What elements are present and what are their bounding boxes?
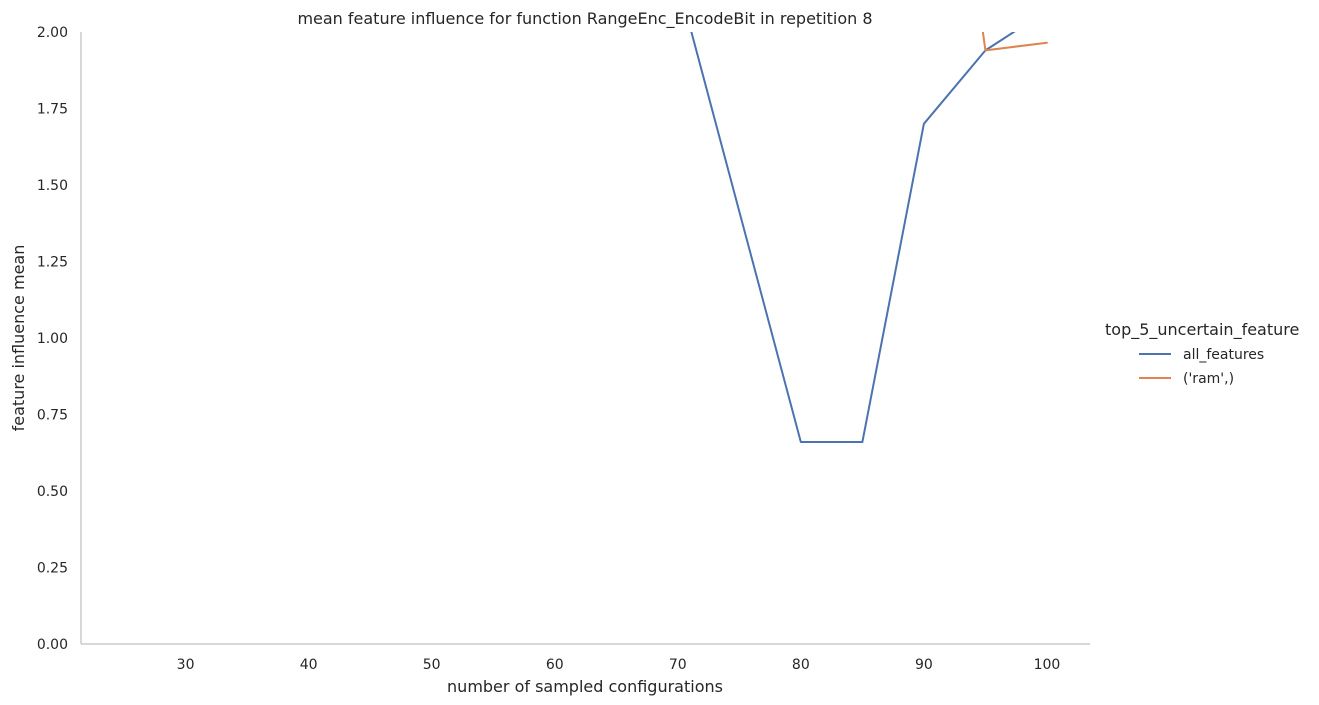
chart-title: mean feature influence for function Rang… — [297, 9, 872, 29]
y-axis-title: feature influence mean — [9, 245, 28, 432]
x-tick-label: 80 — [792, 657, 810, 673]
series-line-1 — [981, 32, 1048, 52]
series-line-0 — [690, 32, 1016, 444]
x-tick-label: 50 — [423, 657, 441, 673]
series-layer — [690, 32, 1048, 444]
legend-label: all_features — [1183, 347, 1264, 363]
legend-label: ('ram',) — [1183, 371, 1234, 387]
x-axis-title: number of sampled configurations — [447, 677, 723, 696]
y-tick-label: 1.50 — [37, 178, 68, 194]
x-tick-label: 100 — [1034, 657, 1061, 673]
y-tick-label: 0.25 — [37, 561, 68, 577]
y-tick-label: 1.25 — [37, 255, 68, 271]
legend: top_5_uncertain_feature all_features ('ra… — [1105, 320, 1299, 387]
y-tick-labels: 0.00 0.25 0.50 0.75 1.00 1.25 1.50 1.75 2.00 — [37, 25, 68, 653]
y-tick-label: 1.75 — [37, 102, 68, 118]
x-tick-label: 90 — [915, 657, 933, 673]
y-tick-label: 2.00 — [37, 25, 68, 41]
x-axis: 30 40 50 60 70 80 90 100 — [81, 643, 1090, 673]
y-tick-label: 0.00 — [37, 637, 68, 653]
x-tick-label: 40 — [300, 657, 318, 673]
legend-items: all_features ('ram',) — [1139, 347, 1264, 387]
legend-title: top_5_uncertain_feature — [1105, 320, 1299, 340]
x-tick-label: 60 — [546, 657, 564, 673]
y-tick-label: 0.75 — [37, 408, 68, 424]
y-axis: 0.00 0.25 0.50 0.75 1.00 1.25 1.50 1.75 2.00 — [37, 25, 82, 653]
x-tick-label: 70 — [669, 657, 687, 673]
y-tick-label: 1.00 — [37, 331, 68, 347]
y-tick-label: 0.50 — [37, 484, 68, 500]
x-tick-labels: 30 40 50 60 70 80 90 100 — [177, 657, 1061, 673]
x-tick-label: 30 — [177, 657, 195, 673]
